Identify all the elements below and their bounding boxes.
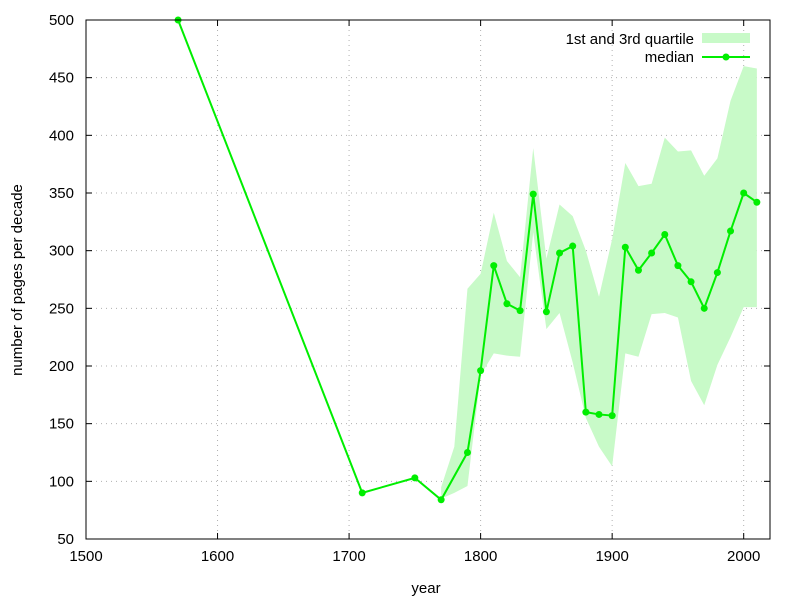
y-tick-label: 250 (49, 300, 74, 317)
median-point (582, 408, 590, 416)
legend-swatch-quartile (702, 33, 750, 43)
median-point (503, 300, 511, 308)
y-tick-label: 450 (49, 70, 74, 87)
median-point (621, 243, 629, 251)
x-tick-label: 1900 (595, 548, 628, 565)
median-point (529, 190, 537, 198)
y-tick-label: 50 (57, 531, 74, 548)
median-point (411, 474, 419, 482)
axes-layer (85, 19, 771, 540)
legend-marker-median (722, 53, 730, 61)
plot-frame (85, 19, 771, 540)
y-tick-label: 200 (49, 358, 74, 375)
y-tick-label: 150 (49, 416, 74, 433)
x-axis-label: year (411, 580, 440, 597)
x-tick-label: 1800 (464, 548, 497, 565)
x-tick-label: 2000 (727, 548, 760, 565)
median-line-layer (174, 16, 761, 504)
median-point (490, 262, 498, 270)
x-tick-labels: 1500 1600 1700 1800 1900 2000 (69, 548, 760, 565)
y-axis-label: number of pages per decade (9, 184, 26, 376)
median-point (753, 198, 761, 206)
median-point (569, 242, 577, 250)
y-tick-label: 100 (49, 473, 74, 490)
x-tick-label: 1700 (332, 548, 365, 565)
y-tick-label: 500 (49, 12, 74, 29)
median-point (740, 189, 748, 197)
y-tick-labels: 50 100 150 200 250 300 350 400 450 500 (49, 12, 74, 548)
median-point (437, 496, 445, 504)
legend: 1st and 3rd quartile median (566, 31, 750, 66)
y-tick-label: 350 (49, 185, 74, 202)
median-point (674, 262, 682, 270)
median-point (687, 278, 695, 286)
legend-label-quartile: 1st and 3rd quartile (566, 31, 694, 48)
legend-label-median: median (645, 49, 694, 66)
y-tick-label: 400 (49, 127, 74, 144)
quartile-band (441, 66, 757, 499)
x-tick-label: 1600 (201, 548, 234, 565)
median-point (727, 227, 735, 235)
median-point (634, 266, 642, 274)
median-point (556, 249, 564, 257)
median-point (648, 249, 656, 257)
median-point (713, 269, 721, 277)
median-point (477, 367, 485, 375)
median-point (516, 307, 524, 315)
median-point (463, 449, 471, 456)
median-point (595, 410, 603, 418)
median-point (700, 304, 708, 312)
y-tick-label: 300 (49, 243, 74, 260)
median-point (358, 489, 366, 497)
median-point (542, 308, 550, 316)
median-point (661, 231, 669, 239)
quartile-band-layer (441, 66, 757, 499)
x-tick-label: 1500 (69, 548, 102, 565)
median-point (608, 412, 616, 420)
